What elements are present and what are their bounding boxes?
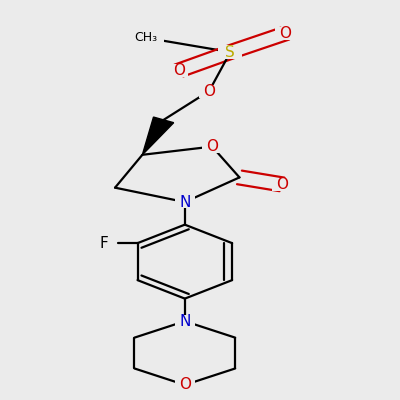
Text: N: N bbox=[179, 314, 190, 329]
FancyBboxPatch shape bbox=[199, 84, 219, 98]
Polygon shape bbox=[142, 117, 174, 155]
FancyBboxPatch shape bbox=[275, 27, 295, 40]
Text: O: O bbox=[203, 84, 215, 99]
FancyBboxPatch shape bbox=[202, 140, 222, 153]
FancyBboxPatch shape bbox=[175, 379, 194, 391]
Text: O: O bbox=[173, 63, 185, 78]
Text: F: F bbox=[100, 236, 108, 251]
Text: N: N bbox=[179, 194, 190, 210]
Text: O: O bbox=[276, 177, 288, 192]
Text: O: O bbox=[279, 26, 291, 41]
FancyBboxPatch shape bbox=[175, 315, 194, 327]
FancyBboxPatch shape bbox=[126, 31, 164, 44]
Text: CH₃: CH₃ bbox=[134, 31, 157, 44]
FancyBboxPatch shape bbox=[169, 64, 188, 77]
FancyBboxPatch shape bbox=[218, 45, 242, 59]
Text: S: S bbox=[226, 44, 235, 60]
FancyBboxPatch shape bbox=[175, 196, 194, 208]
FancyBboxPatch shape bbox=[272, 178, 292, 190]
Text: O: O bbox=[179, 377, 191, 392]
Text: O: O bbox=[206, 139, 218, 154]
